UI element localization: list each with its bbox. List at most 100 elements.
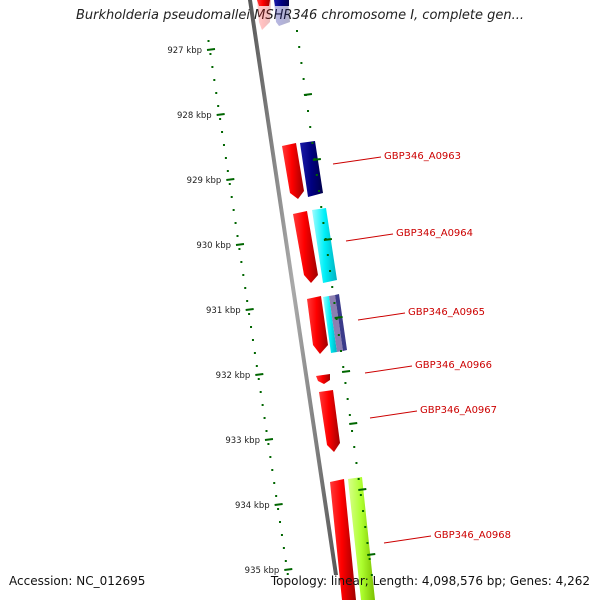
ruler-dot [217, 105, 220, 107]
track-dot [335, 318, 338, 320]
ruler-dot [232, 209, 235, 211]
ruler-tick [216, 113, 225, 116]
kbp-ruler: 927 kbp 928 kbp 929 kbp 930 kbp 931 kbp 932 k… [167, 40, 293, 576]
ruler-dot [244, 287, 247, 289]
leader-a0965 [357, 312, 406, 321]
leader-a0968 [383, 535, 432, 544]
track-dot [302, 78, 305, 80]
ruler-dot [273, 482, 276, 484]
track-dot [362, 510, 365, 512]
ruler-tick [274, 503, 283, 506]
ruler-tick [264, 438, 274, 441]
leader-a0966 [364, 365, 413, 374]
track-dot [309, 126, 312, 128]
track-dot [355, 462, 358, 464]
ruler-dot [228, 183, 231, 185]
gene-feature-a0964[interactable] [293, 208, 337, 283]
ruler-tick-label: 934 kbp [235, 501, 270, 511]
track-dot [296, 30, 298, 32]
track-dot [318, 190, 321, 192]
ruler-tick [235, 243, 245, 246]
track-tick [312, 158, 322, 161]
track-tick [341, 370, 351, 373]
ruler-dot [277, 508, 280, 510]
track-tick [349, 422, 358, 425]
ruler-dot [215, 92, 218, 94]
gene-label-a0963[interactable]: GBP346_A0963 [384, 151, 461, 162]
ruler-dot [280, 534, 283, 536]
ruler-dot [257, 378, 260, 380]
gene-feature-a0965[interactable] [307, 294, 347, 354]
track-dot [346, 398, 349, 400]
gene-label-a0967[interactable]: GBP346_A0967 [420, 405, 497, 416]
ruler-dot [282, 547, 285, 549]
track-tick [334, 316, 343, 319]
ruler-dot [211, 66, 214, 68]
ruler-tick-label: 935 kbp [245, 566, 280, 576]
ruler-dot [248, 313, 251, 315]
ruler-tick-label: 927 kbp [167, 46, 202, 56]
track-dot [342, 366, 345, 368]
ruler-dot [261, 404, 264, 406]
gene-label-a0964[interactable]: GBP346_A0964 [396, 228, 473, 239]
ruler-dot [250, 326, 253, 328]
gene-label-a0965[interactable]: GBP346_A0965 [408, 307, 485, 318]
ruler-dot [236, 235, 239, 237]
gene-feature-a0963[interactable] [282, 141, 323, 199]
ruler-tick-label: 931 kbp [206, 306, 241, 316]
track-dot [359, 494, 362, 496]
ruler-dot [279, 521, 282, 523]
ruler-dot [221, 131, 224, 133]
track-dot [364, 526, 367, 528]
track-dot [315, 174, 318, 176]
track-dot [331, 286, 334, 288]
ruler-tick [284, 568, 293, 571]
track-tick [303, 93, 313, 96]
track-dot [307, 110, 310, 112]
ruler-dot [222, 144, 225, 146]
ruler-dot [213, 79, 216, 81]
accession-text: Accession: NC_012695 [9, 574, 146, 588]
track-dot [370, 574, 373, 576]
track-dot [329, 270, 332, 272]
track-tick [367, 553, 376, 556]
ruler-dot [255, 365, 258, 367]
gene-label-a0966[interactable]: GBP346_A0966 [415, 360, 492, 371]
ruler-dot [269, 456, 272, 458]
ruler-dot [238, 248, 241, 250]
ruler-dot [267, 443, 270, 445]
track-tick [358, 488, 367, 491]
gene-feature-top[interactable] [257, 0, 290, 30]
chromosome-backbone [248, 0, 338, 575]
ruler-tick-label: 932 kbp [216, 371, 251, 381]
track-dot [326, 254, 329, 256]
ruler-dot [259, 391, 262, 393]
gene-feature-a0966[interactable] [316, 374, 330, 384]
ruler-dot [251, 339, 254, 341]
ruler-tick [245, 308, 254, 311]
gene-feature-a0967[interactable] [319, 390, 340, 452]
track-dot [353, 446, 356, 448]
track-dot [320, 206, 323, 208]
ruler-tick-label: 933 kbp [225, 436, 260, 446]
gene-label-a0968[interactable]: GBP346_A0968 [434, 530, 511, 541]
leader-a0964 [345, 233, 394, 242]
track-dot [357, 478, 360, 480]
ruler-dot [253, 352, 256, 354]
track-dot [348, 414, 351, 416]
ruler-tick [226, 178, 235, 181]
ruler-dot [240, 261, 243, 263]
track-dot [366, 542, 369, 544]
ruler-tick [255, 373, 264, 376]
ruler-dot [234, 222, 237, 224]
track-dot [340, 350, 343, 352]
gene-feature-a0968[interactable] [330, 477, 375, 600]
track-dot [351, 430, 354, 432]
ruler-dot [219, 118, 222, 120]
leader-a0967 [369, 410, 418, 419]
map-title: Burkholderia pseudomallei MSHR346 chromo… [75, 8, 525, 23]
ruler-tick-label: 930 kbp [196, 241, 231, 251]
genome-summary-text: Topology: linear; Length: 4,098,576 bp; … [270, 574, 590, 588]
ruler-dot [230, 196, 233, 198]
